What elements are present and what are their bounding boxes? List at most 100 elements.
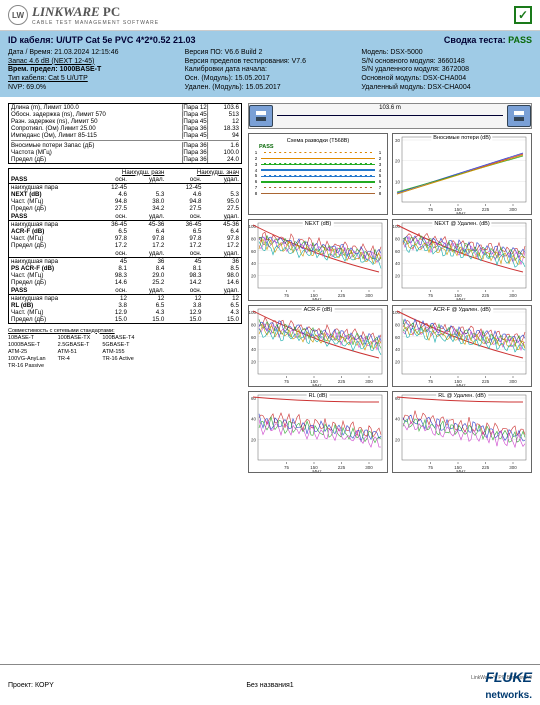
svg-text:MHz: MHz: [456, 211, 466, 214]
svg-text:40: 40: [395, 261, 401, 266]
svg-text:300: 300: [509, 293, 517, 298]
table-row: Предел (дБ)17.217.217.217.2: [9, 242, 242, 249]
svg-text:80: 80: [251, 322, 257, 327]
chart: NEXT @ Удален. (dB)204060801007515022530…: [392, 219, 532, 301]
table-row: PS ACR-F (dB)8.18.48.18.5: [9, 265, 242, 272]
info-line: NVP: 69.0%: [8, 84, 179, 93]
phys-params-table: Длина (m), Лимит 100.0[Пара 12]103.6Обос…: [8, 103, 242, 164]
logo-icon: LW: [8, 5, 28, 25]
table-row: Част. (МГц)98.329.098.398.0: [9, 272, 242, 279]
svg-text:40: 40: [395, 416, 401, 421]
fluke-logo: FLUKEnetworks.: [485, 669, 532, 701]
chart: NEXT (dB)2040608010075150225300MHz: [248, 219, 388, 301]
stds-col: 100BASE-T45GBASE-TATM-155TR-16 Active: [102, 335, 134, 371]
product-title-block: LINKWARE PC CABLE TEST MANAGEMENT SOFTWA…: [32, 4, 159, 26]
svg-text:60: 60: [395, 334, 401, 339]
table-row: Част. (МГц)97.897.897.897.8: [9, 235, 242, 242]
table-row: Обосн. задержка (ns), Лимит 570[Пара 45]…: [9, 111, 242, 118]
svg-text:MHz: MHz: [312, 297, 322, 300]
svg-text:75: 75: [428, 293, 434, 298]
svg-text:60: 60: [251, 248, 257, 253]
info-line: Модель: DSX-5000: [361, 49, 532, 58]
svg-text:225: 225: [338, 465, 346, 470]
app-header: LW LINKWARE PC CABLE TEST MANAGEMENT SOF…: [0, 0, 540, 31]
svg-text:80: 80: [395, 236, 401, 241]
info-line: Удаленный модуль: DSX-CHA004: [361, 84, 532, 93]
svg-text:300: 300: [509, 207, 517, 212]
svg-text:225: 225: [338, 379, 346, 384]
info-line: Основной модуль: DSX-CHA004: [361, 75, 532, 84]
table-row: Частота (МГц)[Пара 36]100.0: [9, 149, 242, 156]
info-line: Запас 4.6 dB (NEXT 12-45): [8, 58, 179, 67]
svg-text:75: 75: [284, 293, 290, 298]
info-line: Дата / Время: 21.03.2024 12:15:46: [8, 49, 179, 58]
table-row: Наихудш. разнНаихудш. знач: [9, 168, 242, 176]
table-row: NEXT (dB)4.65.34.65.3: [9, 191, 242, 198]
info-line: Врем. предел: 1000BASE-T: [8, 66, 101, 73]
svg-text:20: 20: [395, 437, 401, 442]
metrics-table: Наихудш. разнНаихудш. значPASSосн.удал.о…: [8, 168, 242, 324]
table-row: наихудшая пара12121212: [9, 294, 242, 302]
svg-text:75: 75: [284, 379, 290, 384]
table-row: RL (dB)3.86.53.86.5: [9, 302, 242, 309]
svg-text:60: 60: [395, 248, 401, 253]
section-header: PASSосн.удал.осн.удал.: [9, 176, 242, 184]
svg-text:225: 225: [338, 293, 346, 298]
table-row: Предел (дБ)[Пара 36]24.0: [9, 156, 242, 164]
chart-title: ACR-F (dB): [302, 307, 335, 313]
table-row: ACR-F (dB)6.56.46.56.4: [9, 228, 242, 235]
chart-title: RL @ Удален. (dB): [436, 393, 488, 399]
section-header: осн.удал.осн.удал.: [9, 250, 242, 258]
svg-text:40: 40: [251, 347, 257, 352]
table-row: Предел (дБ)14.625.214.214.6: [9, 279, 242, 286]
svg-text:MHz: MHz: [312, 469, 322, 472]
product-subtitle: CABLE TEST MANAGEMENT SOFTWARE: [32, 20, 159, 26]
chart: Вносимые потери (dB)10203075150225300MHz: [392, 133, 532, 215]
svg-text:225: 225: [482, 207, 490, 212]
section-header: PASSосн.удал.осн.удал.: [9, 287, 242, 295]
title-2: PC: [103, 4, 120, 19]
table-row: наихудшая пара12-4512-45: [9, 183, 242, 191]
info-line: Осн. (Модуль): 15.05.2017: [185, 75, 356, 84]
svg-text:20: 20: [251, 273, 257, 278]
cable-id-label: ID кабеля: U/UTP Cat 5e PVC 4*2*0.52 21.…: [8, 35, 195, 45]
info-col-2: Версия ПО: V6.6 Build 2 Версия пределов …: [185, 49, 356, 93]
svg-text:MHz: MHz: [456, 297, 466, 300]
chart-title: NEXT @ Удален. (dB): [432, 221, 491, 227]
svg-text:75: 75: [428, 207, 434, 212]
svg-text:20: 20: [395, 158, 401, 163]
svg-text:80: 80: [395, 322, 401, 327]
standards-block: Совместимость с сетевыми стандартами: 10…: [8, 328, 242, 371]
svg-text:225: 225: [482, 379, 490, 384]
info-line: Тип кабеля: Cat 5 U/UTP: [8, 75, 179, 84]
svg-text:300: 300: [365, 293, 373, 298]
svg-text:300: 300: [509, 379, 517, 384]
table-row: Вносимые потери Запас (дБ)[Пара 36]1.6: [9, 142, 242, 149]
svg-text:MHz: MHz: [456, 383, 466, 386]
svg-text:300: 300: [509, 465, 517, 470]
project-label: Проект: КОPY: [8, 682, 54, 689]
page-footer: Проект: КОPY Без названия1 FLUKEnetworks…: [0, 664, 540, 705]
doc-name: Без названия1: [246, 682, 293, 689]
table-row: Предел (дБ)27.534.227.527.5: [9, 205, 242, 212]
info-col-3: Модель: DSX-5000 S/N основного модуля: 3…: [361, 49, 532, 93]
info-col-1: Дата / Время: 21.03.2024 12:15:46 Запас …: [8, 49, 179, 93]
svg-text:40: 40: [251, 416, 257, 421]
info-line: S/N основного модуля: 3660148: [361, 58, 532, 67]
info-line: Калибровки дата начала:: [185, 66, 356, 75]
svg-text:MHz: MHz: [312, 383, 322, 386]
table-row: наихудшая пара45364536: [9, 257, 242, 265]
info-band: ID кабеля: U/UTP Cat 5e PVC 4*2*0.52 21.…: [0, 31, 540, 97]
svg-text:60: 60: [251, 334, 257, 339]
svg-text:10: 10: [395, 179, 401, 184]
length-diagram: 103.6 m: [248, 103, 532, 129]
svg-text:20: 20: [251, 359, 257, 364]
chart: RL (dB)20406075150225300MHz: [248, 391, 388, 473]
check-icon: ✓: [514, 6, 532, 24]
table-row: Предел (дБ)15.015.015.015.0: [9, 316, 242, 324]
svg-text:225: 225: [482, 293, 490, 298]
table-row: Сопротивл. (Ом) Лимит 25.00[Пара 36]18.3…: [9, 125, 242, 132]
section-header: PASSосн.удал.осн.удал.: [9, 213, 242, 221]
svg-text:30: 30: [395, 138, 401, 143]
chart-title: Вносимые потери (dB): [431, 135, 492, 141]
